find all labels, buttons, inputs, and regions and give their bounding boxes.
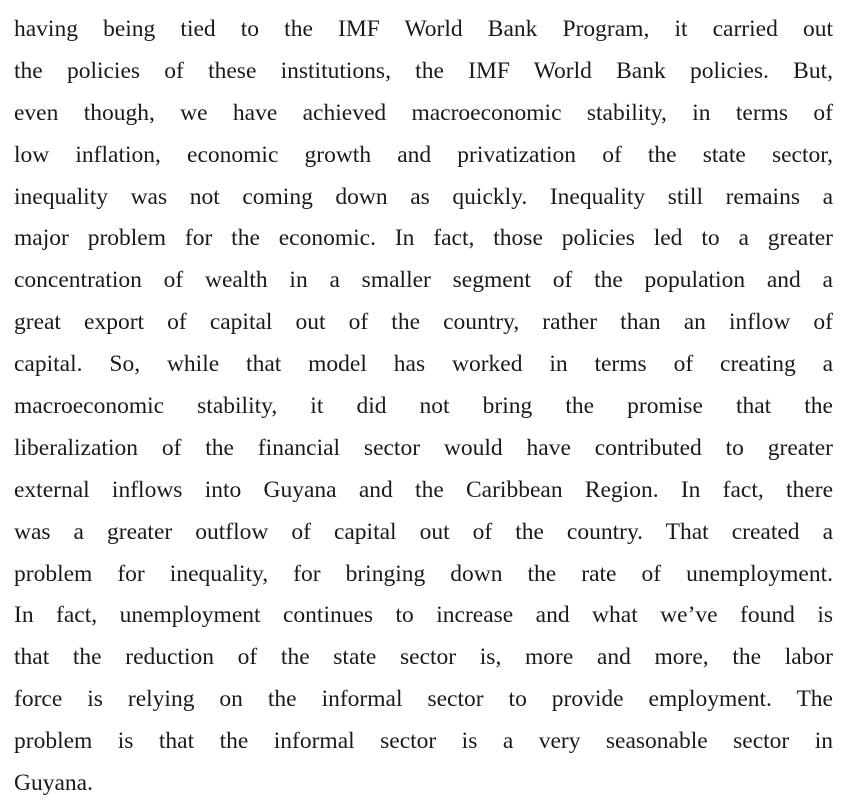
text-line: great export of capital out of the count… — [14, 309, 833, 336]
text-line: Guyana. — [14, 770, 93, 797]
text-line: was a greater outflow of capital out of … — [14, 518, 833, 545]
text-line: low inflation, economic growth and priva… — [14, 141, 833, 168]
text-line: inequality was not coming down as quickl… — [14, 183, 833, 210]
text-line: that the reduction of the state sector i… — [14, 644, 833, 671]
text-line: problem for inequality, for bringing dow… — [14, 560, 833, 587]
text-line: the policies of these institutions, the … — [14, 57, 833, 84]
text-line: external inflows into Guyana and the Car… — [14, 476, 833, 503]
text-line: problem is that the informal sector is a… — [14, 728, 833, 755]
text-line: force is relying on the informal sector … — [14, 686, 833, 713]
text-line: macroeconomic stability, it did not brin… — [14, 393, 833, 420]
text-line: having being tied to the IMF World Bank … — [14, 16, 833, 42]
text-line: capital. So, while that model has worked… — [14, 351, 833, 378]
text-line: concentration of wealth in a smaller seg… — [14, 267, 833, 294]
text-line: even though, we have achieved macroecono… — [14, 99, 833, 126]
text-line: liberalization of the financial sector w… — [14, 434, 833, 461]
paragraph: having being tied to the IMF World Bank … — [14, 9, 833, 805]
text-line: major problem for the economic. In fact,… — [14, 225, 833, 252]
text-line: In fact, unemployment continues to incre… — [14, 602, 833, 629]
